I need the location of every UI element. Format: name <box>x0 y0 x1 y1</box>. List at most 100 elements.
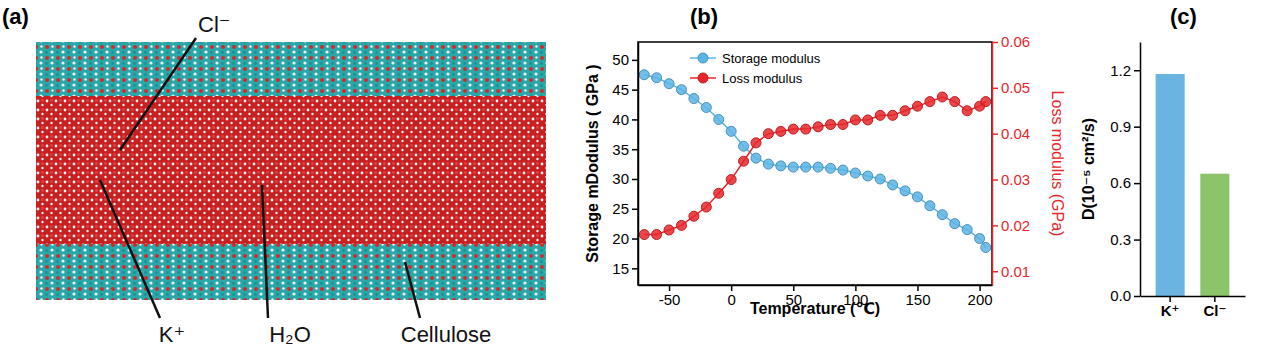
leader-line <box>100 180 160 318</box>
marker <box>689 211 699 221</box>
tick-label: K⁺ <box>1161 302 1180 319</box>
tick-mark <box>1134 239 1140 241</box>
x-axis-title: Temperature (℃) <box>750 300 880 317</box>
tick: 25 <box>612 200 638 217</box>
axis-line <box>992 43 994 286</box>
tick: 0.01 <box>992 263 1030 280</box>
water-layer <box>36 96 546 246</box>
marker <box>875 110 885 120</box>
tick: 15 <box>612 260 638 277</box>
marker <box>676 85 686 95</box>
marker <box>925 201 935 211</box>
marker <box>888 180 898 190</box>
marker <box>826 163 836 173</box>
tick-label: 15 <box>612 260 629 277</box>
axis-line <box>638 43 640 286</box>
marker <box>937 210 947 220</box>
marker <box>652 230 662 240</box>
marker <box>937 92 947 102</box>
leader-line <box>405 262 420 318</box>
tick: 20 <box>612 230 638 247</box>
marker <box>701 103 711 113</box>
marker <box>912 192 922 202</box>
tick-mark <box>992 225 998 227</box>
marker <box>776 161 786 171</box>
marker <box>639 230 649 240</box>
legend-marker <box>698 73 708 83</box>
panel-c: K⁺Cl⁻0.00.30.60.91.2(c)D(10⁻⁵ cm²/s) <box>1080 4 1246 319</box>
tick: 200 <box>968 285 993 308</box>
marker <box>850 168 860 178</box>
cellulose-layer <box>36 244 546 300</box>
marker <box>850 115 860 125</box>
tick-label: Cl⁻ <box>1203 302 1226 319</box>
marker <box>726 126 736 136</box>
marker <box>739 156 749 166</box>
tick-label: 0.3 <box>1110 231 1131 248</box>
tick: 45 <box>612 81 638 98</box>
marker <box>776 126 786 136</box>
axis-line <box>1140 43 1142 297</box>
marker <box>639 70 649 80</box>
tick: 0.05 <box>992 79 1030 96</box>
marker <box>726 175 736 185</box>
tick-label: 45 <box>612 81 629 98</box>
marker <box>981 242 991 252</box>
marker <box>912 101 922 111</box>
y-axis: 1520253035404550 <box>612 43 638 286</box>
panel-b: -5005010015020015202530354045500.010.020… <box>584 4 1066 317</box>
tick: 35 <box>612 141 638 158</box>
plot-frame <box>638 42 992 285</box>
plot-area <box>639 70 991 253</box>
marker <box>652 73 662 83</box>
tick-mark <box>992 179 998 181</box>
marker <box>888 110 898 120</box>
tick-label: 0.01 <box>1001 263 1030 280</box>
marker <box>664 79 674 89</box>
tick: 0.06 <box>992 33 1030 50</box>
y2-axis-title: Loss modulus (GPa) <box>1049 91 1066 237</box>
marker <box>962 225 972 235</box>
marker <box>900 186 910 196</box>
tick: 0.6 <box>1110 174 1140 191</box>
tick: 40 <box>612 111 638 128</box>
tick-mark <box>992 271 998 273</box>
tick: 150 <box>905 285 930 308</box>
annotation: K⁺ <box>159 322 185 347</box>
marker <box>863 115 873 125</box>
panel-a: (a)Cl⁻K⁺H₂OCellulose <box>2 4 546 347</box>
tick: 0.04 <box>992 125 1030 142</box>
tick-label: 200 <box>968 291 993 308</box>
marker <box>863 171 873 181</box>
tick: -50 <box>659 285 681 308</box>
marker <box>763 159 773 169</box>
series-line <box>644 75 986 248</box>
tick: 0.02 <box>992 217 1030 234</box>
marker <box>801 162 811 172</box>
marker <box>664 225 674 235</box>
marker <box>838 120 848 130</box>
y-axis-title: Storage mDodulus ( GPa ) <box>584 64 601 262</box>
tick-label: 0 <box>727 291 735 308</box>
leader-line <box>120 38 196 150</box>
annotation: Cellulose <box>401 322 492 347</box>
marker <box>981 97 991 107</box>
legend-label: Storage modulus <box>722 51 821 66</box>
marker <box>950 219 960 229</box>
tick: 0.9 <box>1110 118 1140 135</box>
tick-label: 0.6 <box>1110 174 1131 191</box>
tick: 0.03 <box>992 171 1030 188</box>
marker <box>826 120 836 130</box>
x-axis: K⁺ Cl⁻ <box>1141 296 1246 319</box>
tick-mark <box>992 88 998 90</box>
tick: 0 <box>727 285 735 308</box>
figure: (a)Cl⁻K⁺H₂OCellulose-5005010015020015202… <box>0 0 1267 353</box>
marker <box>676 220 686 230</box>
tick-label: 1.2 <box>1110 62 1131 79</box>
marker <box>763 129 773 139</box>
marker <box>875 174 885 184</box>
cellulose-layer <box>36 42 546 98</box>
tick-label: 0.9 <box>1110 118 1131 135</box>
tick-mark <box>632 179 638 181</box>
tick: 0.0 <box>1110 287 1140 304</box>
